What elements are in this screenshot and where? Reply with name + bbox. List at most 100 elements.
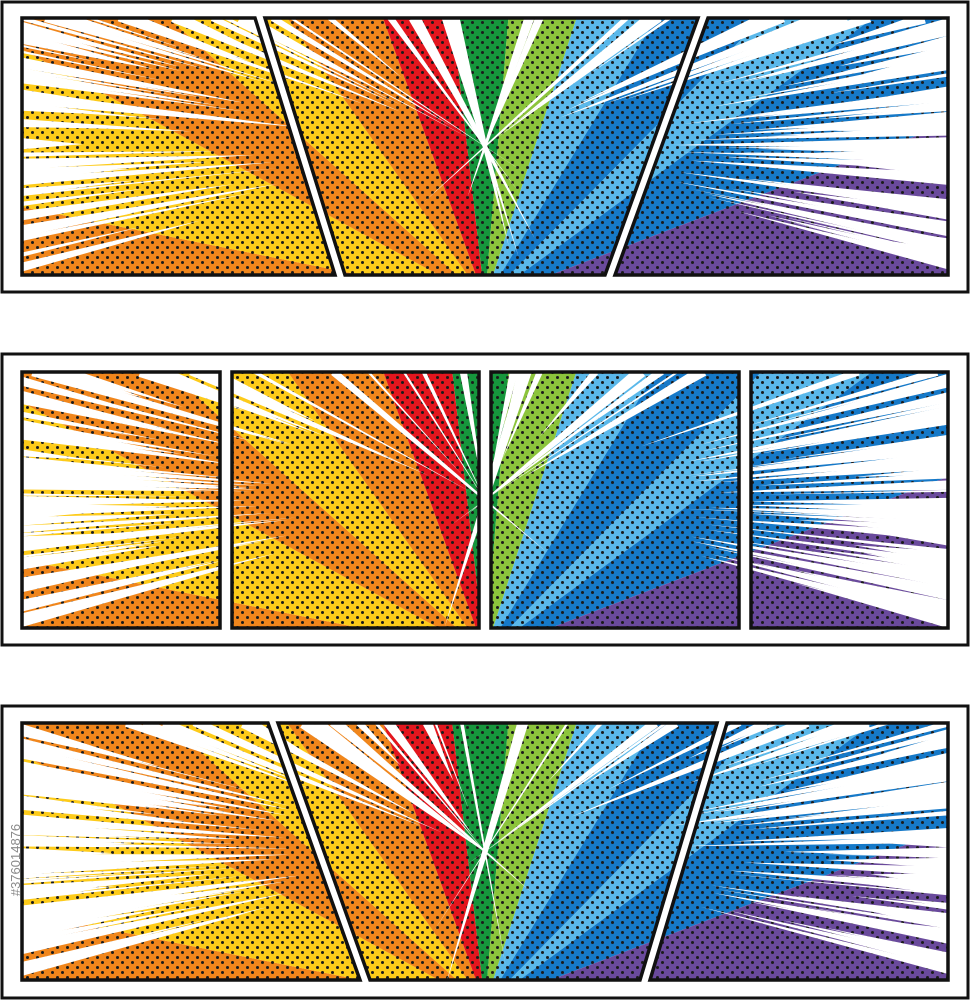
speed-line xyxy=(117,18,367,105)
speed-line xyxy=(22,218,106,237)
speed-line xyxy=(328,18,402,78)
speed-line xyxy=(22,512,274,530)
speed-line xyxy=(844,45,948,72)
speed-line xyxy=(804,525,948,542)
speed-line xyxy=(402,372,495,515)
speed-line xyxy=(763,489,948,495)
speed-line xyxy=(127,18,250,62)
speed-line xyxy=(22,168,278,196)
speed-line xyxy=(739,520,948,542)
speed-line xyxy=(434,723,470,812)
speed-line xyxy=(691,536,948,588)
speed-line xyxy=(300,723,500,862)
speed-line xyxy=(732,88,948,117)
speed-line xyxy=(22,859,275,875)
speed-line xyxy=(862,52,948,75)
speed-line xyxy=(735,799,948,826)
speed-line xyxy=(22,76,124,93)
speed-line xyxy=(818,520,948,532)
speed-line xyxy=(22,763,97,780)
speed-line xyxy=(738,540,948,579)
speed-line xyxy=(835,154,948,163)
speed-line xyxy=(705,196,948,254)
speed-line xyxy=(22,473,259,490)
speed-line xyxy=(207,372,316,422)
speed-line xyxy=(744,862,948,877)
speed-line xyxy=(62,18,283,85)
speed-line xyxy=(445,723,528,980)
speed-line xyxy=(22,411,161,440)
speed-line xyxy=(524,372,703,477)
speed-line xyxy=(449,18,509,247)
speed-line xyxy=(22,376,113,404)
panel-border xyxy=(262,16,701,277)
speed-line xyxy=(22,544,151,565)
speed-line xyxy=(22,462,209,480)
panel-border xyxy=(230,370,481,630)
panel-border xyxy=(20,370,222,630)
speed-line xyxy=(482,372,679,502)
strip-art xyxy=(22,18,948,275)
speed-line xyxy=(581,18,765,102)
speed-line xyxy=(189,372,430,476)
speed-line xyxy=(502,372,543,460)
speed-line xyxy=(68,372,184,408)
speed-line xyxy=(542,723,658,809)
speed-line xyxy=(22,761,288,816)
speed-line xyxy=(463,723,667,867)
speed-line xyxy=(514,372,640,476)
speed-line xyxy=(885,836,948,848)
speed-line xyxy=(728,870,948,893)
speed-line xyxy=(793,191,948,220)
speed-line xyxy=(374,723,494,862)
speed-line xyxy=(680,172,948,213)
speed-line xyxy=(22,829,196,839)
speed-line xyxy=(746,437,948,467)
speed-line xyxy=(22,50,167,82)
speed-line xyxy=(367,372,465,478)
speed-line xyxy=(22,906,142,928)
speed-line xyxy=(243,18,372,86)
speed-line xyxy=(711,554,948,617)
speed-line xyxy=(673,781,948,826)
panel-border xyxy=(20,16,338,277)
speed-line xyxy=(806,723,948,763)
speed-line xyxy=(22,119,192,132)
speed-line xyxy=(22,888,249,928)
speed-line xyxy=(22,460,273,484)
speed-line xyxy=(749,901,948,944)
speed-line xyxy=(711,885,948,925)
speed-line xyxy=(22,155,254,170)
panel-border xyxy=(647,721,950,982)
speed-line xyxy=(741,198,948,243)
speed-line xyxy=(22,493,194,497)
speed-line xyxy=(423,723,454,781)
speed-line xyxy=(22,836,136,847)
speed-line xyxy=(210,18,395,104)
speed-line xyxy=(571,723,807,817)
speed-line xyxy=(22,867,245,884)
speed-line xyxy=(748,379,948,433)
speed-line xyxy=(22,496,246,507)
speed-line xyxy=(589,18,671,75)
panel-border xyxy=(749,370,950,630)
speed-line xyxy=(790,381,948,424)
speed-line xyxy=(843,57,948,80)
speed-line xyxy=(253,372,472,493)
speed-line xyxy=(771,373,948,424)
speed-line xyxy=(388,18,457,109)
speed-line xyxy=(22,559,226,612)
speed-line xyxy=(312,723,476,845)
speed-line xyxy=(22,379,256,442)
speed-line xyxy=(729,101,948,125)
speed-line xyxy=(270,18,454,128)
speed-line xyxy=(676,181,948,237)
speed-line xyxy=(750,372,939,425)
speed-line xyxy=(22,414,133,436)
speed-line xyxy=(778,114,948,128)
speed-line xyxy=(22,904,210,944)
speed-line xyxy=(22,480,250,492)
speed-line xyxy=(22,872,144,881)
speed-line xyxy=(22,68,177,96)
